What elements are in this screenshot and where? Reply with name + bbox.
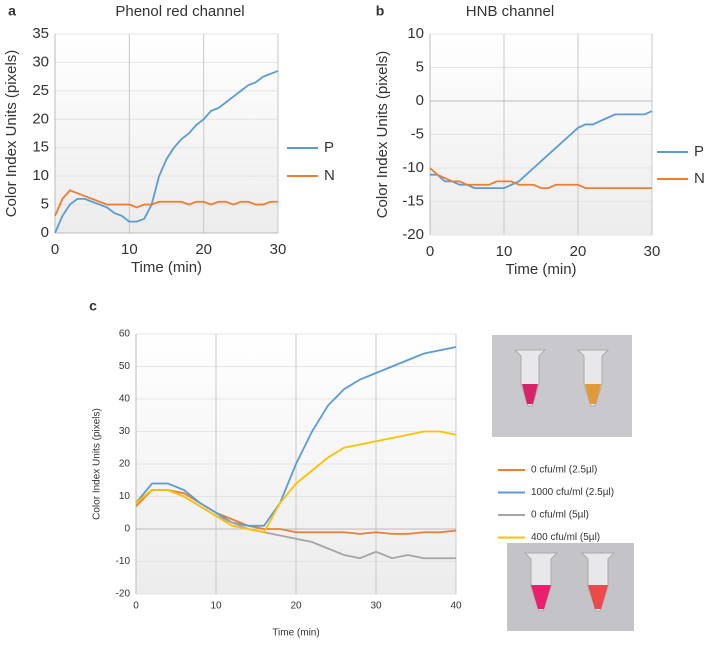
y-axis-label: Color Index Units (pixels) xyxy=(374,51,391,219)
panel-label: c xyxy=(89,298,97,314)
legend-label: 0 cfu/ml (5µl) xyxy=(531,510,589,521)
x-tick-label: 10 xyxy=(496,243,513,260)
y-tick-label: 30 xyxy=(119,426,131,437)
x-tick-label: 20 xyxy=(195,241,212,258)
x-tick-label: 30 xyxy=(370,601,382,612)
y-tick-label: -5 xyxy=(411,125,424,142)
y-tick-label: 30 xyxy=(32,53,49,70)
x-tick-label: 0 xyxy=(51,241,59,258)
x-tick-label: 30 xyxy=(270,241,287,258)
legend-label: 400 cfu/ml (5µl) xyxy=(531,532,600,543)
x-tick-label: 20 xyxy=(290,601,302,612)
legend-label: 1000 cfu/ml (2.5µl) xyxy=(531,487,614,498)
x-axis-label: Time (min) xyxy=(131,259,202,276)
x-tick-label: 0 xyxy=(426,243,434,260)
y-tick-label: -20 xyxy=(402,226,424,243)
legend-label: P xyxy=(324,139,334,156)
panel-label: a xyxy=(8,3,16,19)
x-tick-label: 0 xyxy=(133,601,139,612)
data-line xyxy=(135,489,457,535)
y-axis-label: Color Index Units (pixels) xyxy=(3,50,20,218)
y-tick-label: 40 xyxy=(119,394,131,405)
y-tick-label: -15 xyxy=(402,192,424,209)
y-tick-label: 0 xyxy=(41,224,49,241)
data-line xyxy=(135,346,457,527)
y-tick-label: 50 xyxy=(119,361,131,372)
x-tick-label: 10 xyxy=(121,241,138,258)
y-tick-label: 10 xyxy=(119,491,131,502)
plot-background xyxy=(55,34,278,233)
y-tick-label: 0 xyxy=(416,92,424,109)
y-tick-label: -10 xyxy=(116,556,131,567)
x-tick-label: 10 xyxy=(210,601,222,612)
data-line xyxy=(429,167,652,190)
panel-label: b xyxy=(376,3,385,19)
data-line xyxy=(54,189,278,217)
chart-title: HNB channel xyxy=(466,3,554,20)
y-tick-label: 15 xyxy=(32,139,49,156)
data-line xyxy=(135,430,457,534)
y-tick-label: 10 xyxy=(32,167,49,184)
legend-label: N xyxy=(694,170,705,187)
data-line xyxy=(54,70,279,234)
y-tick-label: 35 xyxy=(32,25,49,42)
y-tick-label: -20 xyxy=(116,589,131,600)
photo-bottom xyxy=(507,543,634,631)
y-tick-label: 20 xyxy=(119,459,131,470)
y-tick-label: 5 xyxy=(416,58,424,75)
x-tick-label: 20 xyxy=(570,243,587,260)
legend-label: 0 cfu/ml (2.5µl) xyxy=(531,465,597,476)
y-tick-label: 0 xyxy=(124,524,130,535)
legend-label: P xyxy=(694,143,704,160)
y-tick-label: -10 xyxy=(402,159,424,176)
x-tick-label: 40 xyxy=(450,601,462,612)
y-tick-label: 10 xyxy=(407,25,424,42)
y-axis-label: Color Index Units (pixels) xyxy=(92,408,103,520)
x-axis-label: Time (min) xyxy=(272,628,319,639)
x-tick-label: 30 xyxy=(644,243,661,260)
chart-title: Phenol red channel xyxy=(115,3,244,20)
legend-label: N xyxy=(324,167,335,184)
y-tick-label: 25 xyxy=(32,82,49,99)
y-tick-label: 60 xyxy=(119,329,131,340)
y-tick-label: 5 xyxy=(41,196,49,213)
y-tick-label: 20 xyxy=(32,110,49,127)
photo-top xyxy=(492,335,632,437)
x-axis-label: Time (min) xyxy=(505,261,576,278)
